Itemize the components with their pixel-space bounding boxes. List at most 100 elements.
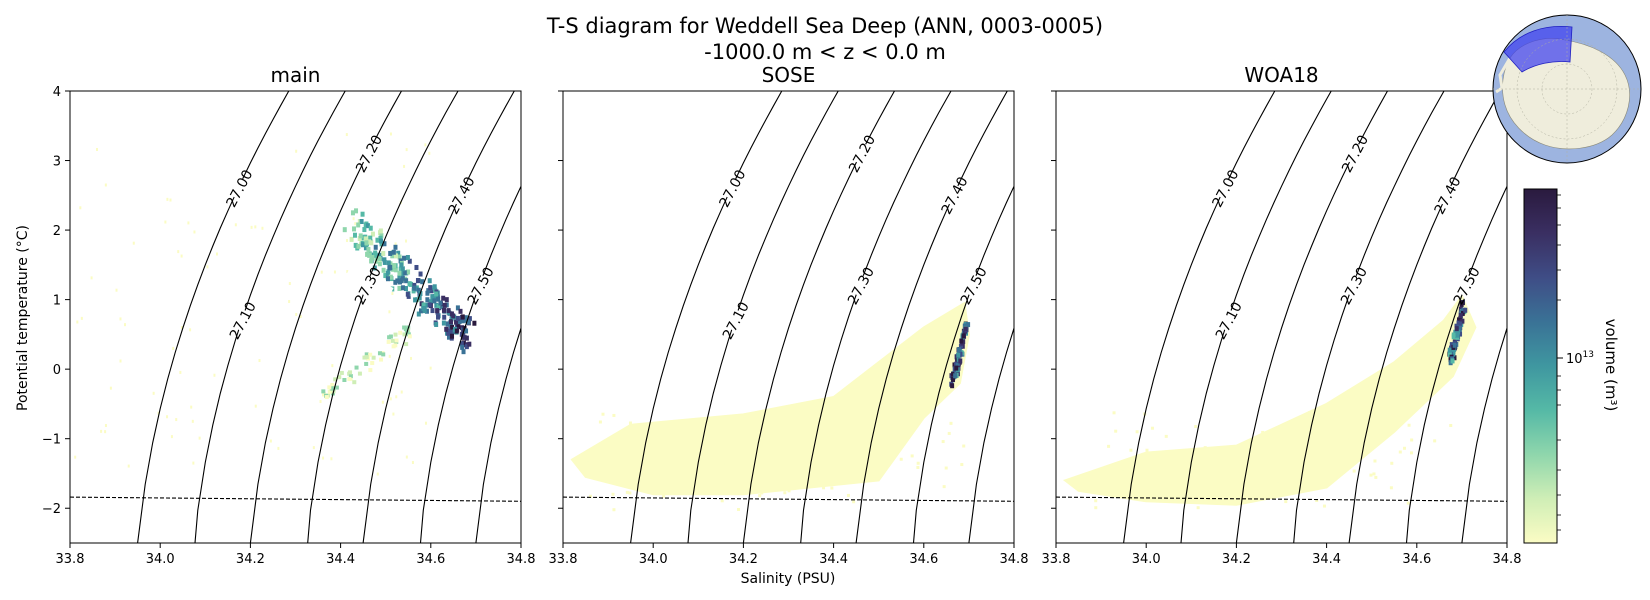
contour-label-bg xyxy=(1421,175,1474,216)
heatmap-cell xyxy=(1147,498,1151,502)
heatmap-cell xyxy=(330,383,335,388)
heatmap-cell xyxy=(432,284,437,290)
heatmap-cell xyxy=(378,235,383,241)
heatmap-cell xyxy=(1458,313,1463,319)
heatmap-cell xyxy=(416,311,421,317)
heatmap-cell xyxy=(450,333,455,339)
heatmap-cell xyxy=(250,225,253,229)
heatmap-cell xyxy=(1158,499,1162,503)
heatmap-cell xyxy=(635,476,639,480)
heatmap-cell xyxy=(449,329,454,335)
heatmap-cell xyxy=(783,491,787,495)
heatmap-cell xyxy=(339,370,344,375)
heatmap-cell xyxy=(1094,499,1098,503)
heatmap-cell xyxy=(392,412,395,416)
heatmap-cell xyxy=(455,305,460,311)
heatmap-cell xyxy=(950,383,955,389)
heatmap-cell xyxy=(346,239,349,243)
heatmap-cell xyxy=(215,252,218,256)
contour-line xyxy=(630,91,783,543)
heatmap-cell xyxy=(438,300,443,306)
heatmap-cell xyxy=(450,324,455,330)
heatmap-cell xyxy=(822,486,826,490)
heatmap-cell xyxy=(601,412,605,416)
heatmap-cell xyxy=(910,454,914,458)
heatmap-cell xyxy=(393,253,398,259)
heatmap-cell xyxy=(234,223,237,227)
contour-label-bg xyxy=(435,175,488,216)
heatmap-cell xyxy=(258,359,261,363)
heatmap-cell xyxy=(412,285,417,291)
heatmap-cell xyxy=(689,459,693,463)
heatmap-cell xyxy=(436,296,441,302)
heatmap-cell xyxy=(414,286,419,292)
heatmap-cell xyxy=(1457,325,1462,331)
heatmap-cell xyxy=(198,436,201,440)
heatmap-cell xyxy=(436,304,441,310)
heatmap-cell xyxy=(393,267,398,273)
heatmap-cell xyxy=(418,308,423,314)
heatmap-cell xyxy=(320,270,323,274)
heatmap-cell xyxy=(790,451,794,455)
heatmap-cell xyxy=(352,232,357,238)
heatmap-cell xyxy=(381,267,386,273)
heatmap-cell xyxy=(1240,463,1244,467)
heatmap-cell xyxy=(428,299,433,305)
freezing-line xyxy=(1055,496,1508,502)
heatmap-cell xyxy=(743,450,747,454)
heatmap-cell xyxy=(951,376,956,382)
x-tick-label: 34.0 xyxy=(146,552,175,567)
heatmap-cell xyxy=(1110,481,1114,485)
panel-title: WOA18 xyxy=(1244,63,1318,87)
heatmap-cell xyxy=(1155,454,1159,458)
heatmap-cell xyxy=(324,395,329,400)
heatmap-cell xyxy=(440,304,445,310)
heatmap-cell xyxy=(442,314,447,320)
y-axis-label: Potential temperature (°C) xyxy=(15,225,31,411)
heatmap-cell xyxy=(1150,426,1154,430)
heatmap-cell xyxy=(1107,444,1111,448)
heatmap-cell xyxy=(425,297,430,303)
heatmap-cell xyxy=(441,307,446,313)
heatmap-cell xyxy=(368,235,373,241)
heatmap-cell xyxy=(1315,498,1319,502)
heatmap-cell xyxy=(288,300,291,304)
heatmap-cell xyxy=(418,271,423,277)
heatmap-cell xyxy=(421,302,426,308)
heatmap-cell xyxy=(688,455,692,459)
heatmap-cell xyxy=(371,355,376,360)
x-tick-label: 33.8 xyxy=(549,552,578,567)
contour-line xyxy=(1461,328,1507,543)
heatmap-cell xyxy=(330,457,333,461)
heatmap-cell xyxy=(402,332,407,337)
heatmap-cell xyxy=(428,285,433,291)
heatmap-cell xyxy=(612,413,616,417)
heatmap-cell xyxy=(206,265,209,269)
heatmap-cell xyxy=(872,478,876,482)
heatmap-cell xyxy=(1458,315,1463,321)
contour-line xyxy=(1405,186,1507,543)
heatmap-cell xyxy=(352,226,357,232)
heatmap-cell xyxy=(119,317,122,321)
heatmap-cell xyxy=(347,377,352,382)
heatmap-cell xyxy=(628,421,632,425)
heatmap-cell xyxy=(464,317,469,323)
heatmap-cell xyxy=(1322,504,1326,508)
heatmap-cell xyxy=(405,148,408,152)
heatmap-cell xyxy=(1304,416,1308,420)
heatmap-cell xyxy=(958,358,963,364)
heatmap-cell xyxy=(427,278,432,284)
heatmap-cell xyxy=(398,357,401,361)
heatmap-cell xyxy=(694,448,698,452)
heatmap-cell xyxy=(705,489,709,493)
contour-line xyxy=(968,328,1014,543)
heatmap-cell xyxy=(1454,326,1459,332)
heatmap-cell xyxy=(402,325,407,330)
heatmap-cell xyxy=(269,439,272,443)
heatmap-cell xyxy=(760,491,764,495)
heatmap-cell xyxy=(321,389,326,394)
inset-peninsula xyxy=(1495,57,1512,94)
heatmap-cell xyxy=(1164,434,1168,438)
heatmap-cell xyxy=(460,314,465,320)
